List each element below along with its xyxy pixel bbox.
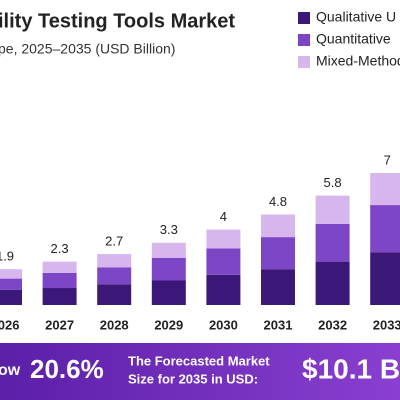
legend-label: Qualitative U — [316, 9, 396, 25]
bar-segment — [97, 284, 132, 305]
bar-segment — [370, 252, 400, 305]
bar-segment — [370, 173, 400, 206]
bar-segment — [261, 214, 295, 238]
total-label: 4 — [220, 209, 227, 224]
bar-segment — [370, 205, 400, 253]
bar-segment — [0, 269, 22, 279]
total-label: 1.9 — [0, 249, 14, 264]
total-label: 2.7 — [105, 234, 123, 249]
legend-label: Mixed-Method — [316, 53, 400, 69]
bar-segment — [206, 229, 241, 249]
legend-swatch — [298, 12, 310, 24]
bar-segment — [0, 278, 22, 290]
bar-segment — [315, 195, 350, 224]
banner-text: The Forecasted Market — [128, 353, 270, 368]
bar-segment — [97, 254, 132, 268]
bar-segment — [151, 280, 186, 305]
x-tick-label: 2028 — [100, 317, 129, 332]
legend-swatch — [298, 56, 310, 68]
banner-text: Size for 2035 in USD: — [128, 371, 258, 386]
legend-label: Quantitative — [316, 31, 391, 47]
banner — [0, 343, 400, 400]
bar-segment — [42, 272, 77, 289]
total-label: 4.8 — [269, 194, 287, 209]
bar-segment — [0, 289, 22, 305]
bar-segment — [206, 274, 241, 305]
x-tick-label: 2032 — [318, 317, 347, 332]
total-label: 5.8 — [324, 175, 342, 190]
total-label: 2.3 — [51, 241, 69, 256]
banner-lead: ow — [0, 362, 21, 379]
x-tick-label: 2026 — [0, 317, 19, 332]
bar-segment — [261, 237, 295, 270]
bar-segment — [206, 248, 241, 275]
banner-value: $10.1 B — [302, 353, 400, 384]
bar-segment — [151, 242, 186, 258]
x-tick-label: 2027 — [45, 317, 74, 332]
banner-rate: 20.6% — [30, 354, 104, 384]
bar-segment — [42, 261, 77, 273]
chart-subtitle: pe, 2025–2035 (USD Billion) — [0, 41, 175, 57]
bar-segment — [42, 288, 77, 305]
chart-title: ility Testing Tools Market — [0, 10, 235, 32]
x-tick-label: 2030 — [209, 317, 238, 332]
x-tick-label: 2031 — [264, 317, 293, 332]
bar-segment — [151, 257, 186, 281]
bar-segment — [315, 261, 350, 305]
total-label: 7 — [384, 152, 391, 167]
legend-swatch — [298, 34, 310, 46]
bar-segment — [261, 269, 295, 305]
total-label: 3.3 — [160, 222, 178, 237]
bar-segment — [315, 223, 350, 262]
x-tick-label: 2033 — [373, 317, 400, 332]
bar-segment — [97, 267, 132, 285]
x-tick-label: 2029 — [154, 317, 183, 332]
